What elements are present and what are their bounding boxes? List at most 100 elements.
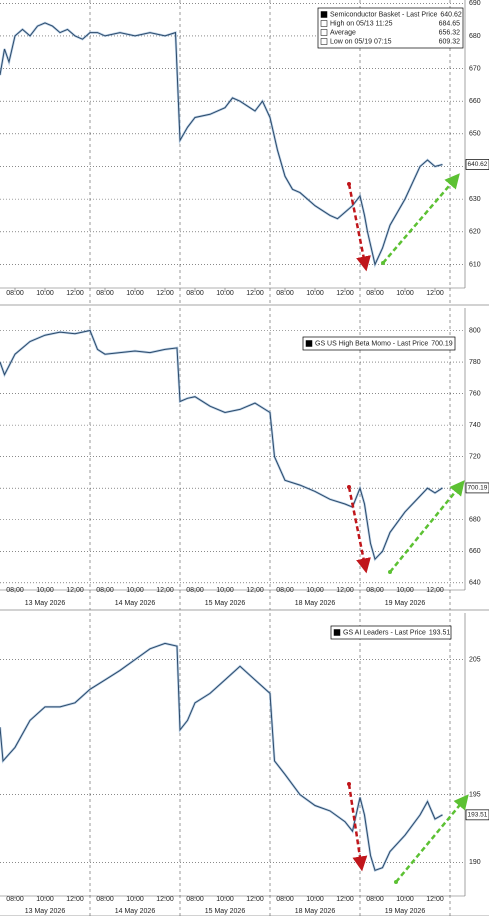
x-tick-label: 10:00 [216,587,234,594]
legend-box [302,336,456,351]
x-tick-label: 12:00 [246,587,264,594]
y-tick-label: 760 [469,390,481,397]
y-tick-label: 640 [469,580,481,587]
x-tick-label: 12:00 [246,896,264,903]
x-tick-label: 12:00 [336,896,354,903]
day-label: 13 May 2026 [25,600,66,607]
up-arrow [382,173,460,264]
x-tick-label: 12:00 [156,587,174,594]
legend-value: 609.32 [439,38,461,45]
x-tick-label: 08:00 [6,896,24,903]
y-tick-label: 610 [469,261,481,268]
x-tick-label: 10:00 [216,896,234,903]
last-price-tag [465,159,489,170]
y-tick-label: 670 [469,65,481,72]
last-price-label: 700.19 [468,485,488,492]
y-tick-label: 780 [469,359,481,366]
legend-value: 640.62 [440,11,462,18]
x-tick-label: 12:00 [426,896,444,903]
x-tick-label: 10:00 [126,290,144,297]
x-tick-label: 08:00 [366,896,384,903]
legend-value: 700.19 [431,340,453,347]
x-tick-label: 10:00 [306,896,324,903]
price-line [0,329,443,561]
price-line-shadow [0,642,444,872]
annotation-arrows [347,173,469,884]
x-tick-label: 08:00 [186,290,204,297]
price-line-shadow [0,329,444,562]
last-price-tag [465,809,489,821]
x-tick-label: 10:00 [396,587,414,594]
x-tick-label: 12:00 [156,896,174,903]
y-tick-label: 720 [469,454,481,461]
x-tick-label: 08:00 [6,290,24,297]
y-tick-label: 620 [469,229,481,236]
legend-label: GS US High Beta Momo - Last Price [315,340,428,347]
x-tick-label: 12:00 [426,290,444,297]
last-price-label: 193.51 [468,812,488,819]
y-tick-label: 195 [469,792,481,799]
last-price-tag [465,482,489,494]
x-tick-label: 08:00 [96,896,114,903]
y-tick-label: 660 [469,98,481,105]
x-tick-label: 12:00 [426,587,444,594]
legend-swatch [320,29,328,36]
day-label: 15 May 2026 [205,600,246,607]
legend-box [317,7,464,49]
x-tick-label: 08:00 [366,587,384,594]
legend-swatch [320,38,328,45]
x-tick-label: 08:00 [6,587,24,594]
x-tick-label: 12:00 [66,290,84,297]
legend-swatch [320,11,328,18]
legend-entry: Semiconductor Basket - Last Price 640.62 [330,11,462,18]
day-label: 19 May 2026 [385,600,426,607]
down-arrow [347,486,371,574]
down-arrow [347,183,371,272]
x-tick-label: 10:00 [126,587,144,594]
day-label: 14 May 2026 [115,908,156,915]
y-tick-label: 650 [469,131,481,138]
y-tick-label: 680 [469,517,481,524]
legend-label: GS AI Leaders - Last Price [343,629,426,636]
day-label: 13 May 2026 [25,908,66,915]
day-label: 15 May 2026 [205,908,246,915]
legend-entry: High on 05/13 11:25 684.65 [330,20,460,27]
day-label: 19 May 2026 [385,908,426,915]
x-tick-label: 12:00 [156,290,174,297]
down-arrow [347,783,368,872]
legend-swatch [305,340,313,347]
x-tick-label: 12:00 [66,587,84,594]
y-tick-label: 660 [469,548,481,555]
up-arrow [395,794,469,883]
legend-label: High on 05/13 11:25 [330,20,393,27]
chart-panel: 64066068070072074076078080008:0010:0012:… [0,308,489,611]
x-tick-label: 08:00 [96,290,114,297]
price-line [0,22,443,266]
day-label: 18 May 2026 [295,600,336,607]
y-tick-label: 630 [469,196,481,203]
price-line [0,642,443,872]
x-tick-label: 10:00 [396,896,414,903]
day-label: 18 May 2026 [295,908,336,915]
y-tick-label: 205 [469,656,481,663]
x-tick-label: 10:00 [396,290,414,297]
day-label: 14 May 2026 [115,600,156,607]
x-tick-label: 12:00 [336,290,354,297]
x-tick-label: 10:00 [36,587,54,594]
legend-value: 684.65 [439,20,461,27]
x-tick-label: 08:00 [366,290,384,297]
x-tick-label: 10:00 [36,896,54,903]
x-tick-label: 08:00 [186,896,204,903]
x-tick-label: 08:00 [96,587,114,594]
last-price-label: 640.62 [468,161,488,168]
x-tick-label: 10:00 [306,290,324,297]
x-tick-label: 08:00 [276,896,294,903]
legend-entry: Low on 05/19 07:15 609.32 [330,38,460,45]
x-tick-label: 08:00 [276,290,294,297]
x-tick-label: 12:00 [246,290,264,297]
legend-label: Semiconductor Basket - Last Price [330,11,437,18]
legend-swatch [320,20,328,27]
